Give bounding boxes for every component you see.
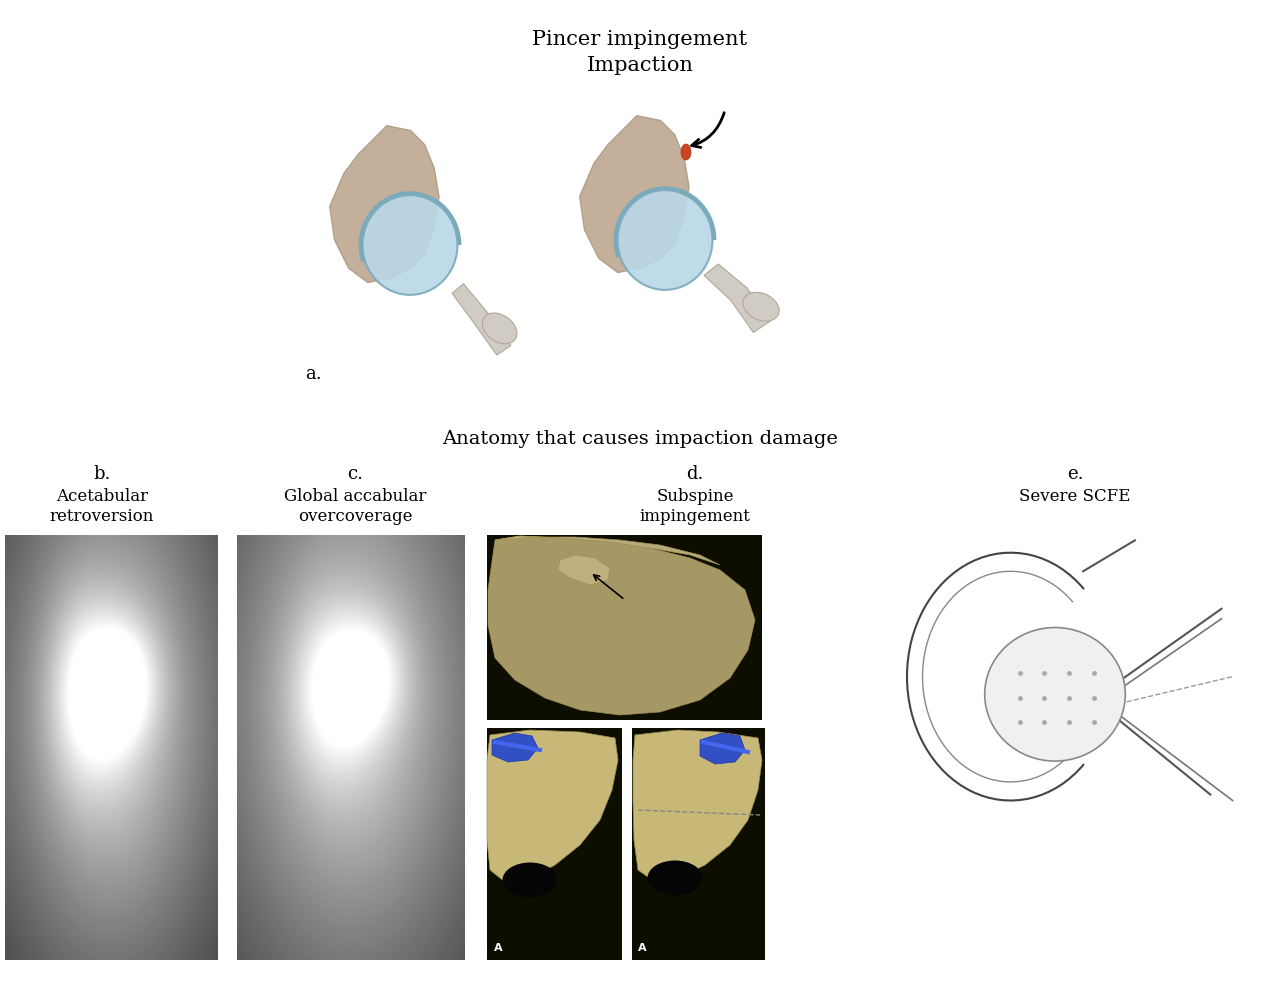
Text: A: A (637, 943, 646, 953)
Text: b.: b. (93, 465, 110, 483)
Text: A: A (494, 943, 503, 953)
Polygon shape (558, 555, 611, 585)
Polygon shape (486, 730, 618, 882)
Text: Anatomy that causes impaction damage: Anatomy that causes impaction damage (442, 430, 838, 448)
Polygon shape (580, 116, 689, 273)
Ellipse shape (617, 190, 713, 289)
Text: Pincer impingement: Pincer impingement (532, 30, 748, 49)
Text: retroversion: retroversion (50, 508, 154, 525)
Text: a.: a. (305, 365, 321, 383)
Ellipse shape (648, 860, 703, 896)
Text: Impaction: Impaction (586, 56, 694, 75)
Polygon shape (700, 733, 745, 764)
Bar (632, 728, 765, 960)
Polygon shape (492, 733, 538, 762)
Text: Acetabular: Acetabular (56, 488, 148, 505)
Ellipse shape (362, 195, 457, 295)
Text: impingement: impingement (640, 508, 750, 525)
Bar (5, 535, 218, 960)
Bar (486, 728, 622, 960)
Bar (237, 535, 465, 960)
Ellipse shape (483, 313, 517, 343)
Bar (486, 535, 762, 720)
Ellipse shape (984, 628, 1125, 761)
Polygon shape (488, 536, 755, 715)
Ellipse shape (681, 144, 691, 160)
Polygon shape (452, 284, 511, 355)
Text: d.: d. (686, 465, 704, 483)
Text: c.: c. (347, 465, 364, 483)
Polygon shape (495, 536, 719, 565)
Ellipse shape (742, 292, 780, 321)
Text: Subspine: Subspine (657, 488, 733, 505)
Polygon shape (634, 730, 762, 882)
Polygon shape (330, 126, 439, 283)
Text: e.: e. (1066, 465, 1083, 483)
Ellipse shape (503, 862, 558, 898)
Text: Severe SCFE: Severe SCFE (1019, 488, 1130, 505)
Text: Global accabular: Global accabular (284, 488, 426, 505)
Polygon shape (704, 264, 771, 333)
Text: overcoverage: overcoverage (298, 508, 412, 525)
